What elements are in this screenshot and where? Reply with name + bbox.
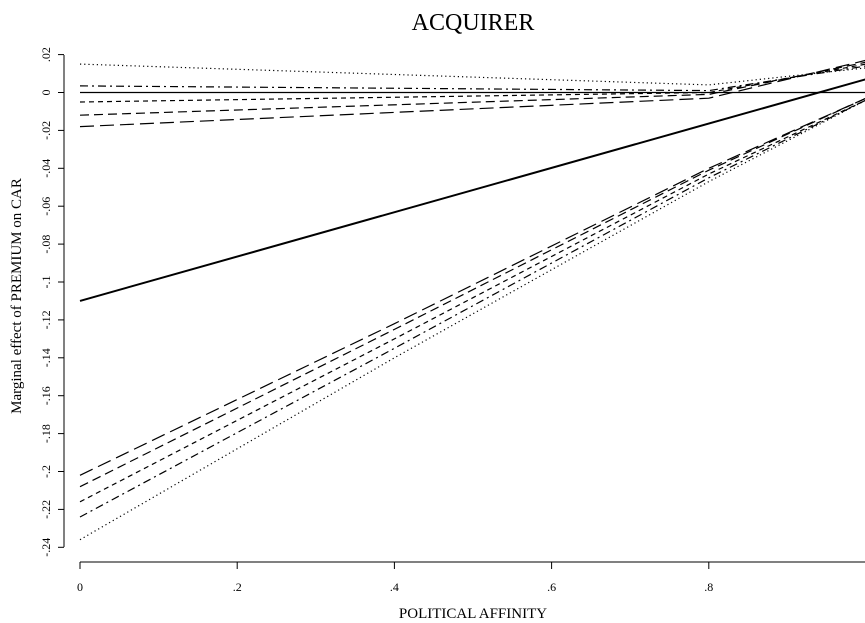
x-tick-label: .4: [390, 580, 399, 594]
x-tick-label: .8: [704, 580, 713, 594]
y-tick-label: -.14: [39, 348, 53, 367]
y-tick-label: -.12: [39, 310, 53, 329]
y-tick-label: -.08: [39, 235, 53, 254]
y-axis-ticks: .02 0 -.02 -.04 -.06 -.08 -.1 -.12 -.14 -.16 -.18 -…: [39, 47, 64, 557]
x-axis-ticks: 0 .2 .4 .6 .8: [77, 562, 713, 594]
series-line-8: [79, 97, 865, 488]
chart-title: ACQUIRER: [412, 10, 535, 36]
series-line-7: [79, 97, 865, 476]
y-tick-label: -.1: [39, 276, 53, 289]
y-tick-label: -.04: [39, 159, 53, 178]
series-line-5: [79, 65, 865, 92]
y-tick-label: -.02: [39, 121, 53, 140]
plot-lines: [79, 59, 865, 541]
y-tick-label: -.2: [39, 465, 53, 478]
series-line-10: [79, 99, 865, 518]
series-line-3: [79, 61, 865, 116]
y-tick-label: -.18: [39, 424, 53, 443]
x-tick-label: .2: [233, 580, 242, 594]
series-line-6: [79, 63, 865, 86]
x-tick-label: .6: [547, 580, 556, 594]
x-tick-label: 0: [77, 580, 83, 594]
y-tick-label: -.22: [39, 500, 53, 519]
series-line-2: [79, 59, 865, 128]
y-tick-label: 0: [39, 90, 53, 96]
series-line-9: [79, 99, 865, 503]
series-line-1: [79, 78, 865, 302]
y-tick-label: .02: [39, 47, 53, 62]
series-line-4: [79, 63, 865, 103]
y-tick-label: -.16: [39, 386, 53, 405]
series-line-11: [79, 99, 865, 541]
y-axis-label: Marginal effect of PREMIUM on CAR: [9, 178, 25, 414]
x-axis-label: POLITICAL AFFINITY: [399, 606, 547, 622]
y-tick-label: -.24: [39, 538, 53, 557]
y-tick-label: -.06: [39, 197, 53, 216]
